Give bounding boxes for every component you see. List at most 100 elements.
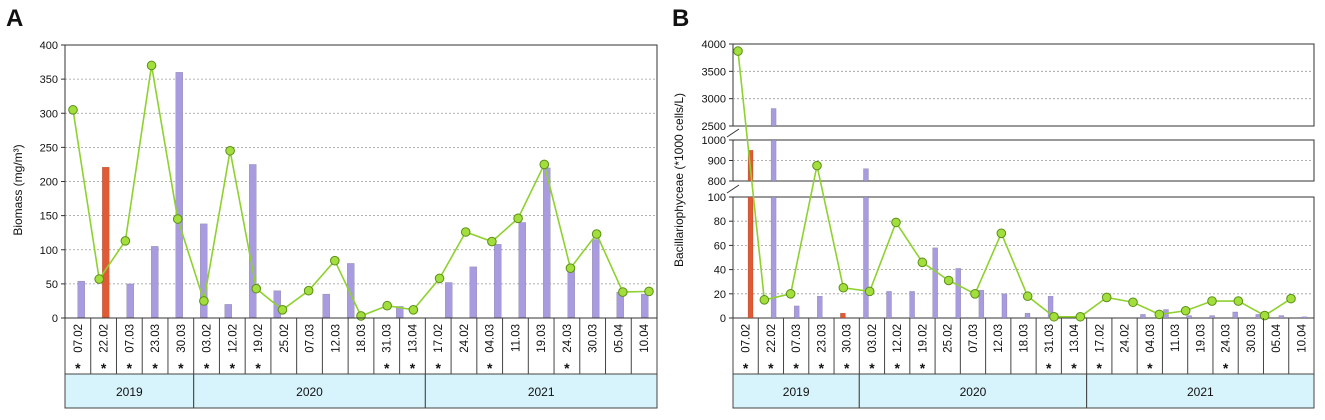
- panel-a-bar: [641, 293, 649, 319]
- panel-a-date-label: 12.02: [227, 324, 239, 353]
- panel-b-y-tick-label: 4000: [702, 39, 726, 51]
- panel-b-line-series: [733, 46, 1296, 322]
- panel-b-date-label: 22.02: [766, 324, 778, 353]
- panel-b-point: [785, 289, 796, 299]
- panel-a-date-label: 18.03: [356, 324, 368, 353]
- panel-b-point: [943, 275, 954, 286]
- panel-a-y-ticks: 0 50 100 150 200 250 300 350 400: [40, 40, 65, 325]
- panel-a-point: [487, 236, 497, 247]
- panel-a-point: [644, 286, 654, 297]
- panel-a-point: [356, 311, 366, 321]
- panel-b-date-label: 24.03: [1221, 324, 1233, 353]
- panel-b-year-label: 2020: [960, 385, 987, 399]
- panel-a-x-axis: 07.02 * 22.02 * 07.03 * 23.03 * 30.03 * 03.02 * 12.0…: [64, 318, 658, 409]
- panel-b-y-tick-label: 2500: [702, 121, 726, 133]
- panel-b-bar: [770, 108, 777, 127]
- panel-a-date-label: 11.03: [510, 324, 522, 352]
- panel-a-significance-star: *: [487, 360, 493, 376]
- panel-b-significance-star: *: [1097, 360, 1103, 376]
- panel-a-bar: [494, 244, 502, 319]
- panel-a-date-label: 10.04: [639, 323, 651, 352]
- panel-a-date-label: 31.03: [382, 324, 394, 353]
- panel-b-significance-star: *: [793, 360, 799, 376]
- panel-a-y-tick-label: 0: [52, 313, 58, 325]
- panel-a-date-label: 30.03: [176, 324, 188, 353]
- panel-a-significance-star: *: [255, 360, 261, 376]
- panel-b-date-label: 12.03: [993, 324, 1005, 353]
- panel-a-date-label: 07.02: [73, 324, 85, 353]
- panel-a-gridlines: [65, 78, 657, 285]
- panel-a-bar: [322, 293, 330, 319]
- panel-b-year-band-2019: [732, 373, 860, 409]
- panel-a-significance-star: *: [435, 360, 441, 376]
- panel-b-y-tick-label: 80: [714, 216, 726, 228]
- panel-b-x-axis: 07.02 * 22.02 * 07.03 * 23.03 * 30.03 * 03.02 * 12.0…: [732, 318, 1315, 409]
- panel-b-date-label: 11.03: [1170, 324, 1182, 352]
- panel-b-significance-star: *: [1071, 360, 1077, 376]
- panel-a-date-label: 30.03: [588, 324, 600, 353]
- panel-a-y-tick-label: 300: [40, 108, 58, 120]
- panel-b-date-label: 07.03: [968, 324, 980, 353]
- panel-b-bar: [978, 289, 985, 319]
- panel-a-y-tick-label: 50: [46, 279, 58, 291]
- panel-a-date-label: 07.03: [305, 324, 317, 353]
- panel-b-bar: [770, 139, 777, 182]
- panel-b-y-tick-label: 100: [708, 192, 726, 204]
- panel-b-point: [1180, 305, 1191, 316]
- panel-a-series-line: [72, 65, 650, 317]
- panel-b-year-label: 2021: [1187, 385, 1214, 399]
- panel-a-date-label: 23.03: [150, 324, 162, 353]
- panel-b-y-tick-label: 1000: [702, 135, 726, 147]
- panel-a-bar: [126, 283, 134, 319]
- panel-a-significance-star: *: [152, 360, 158, 376]
- panel-a-date-label: 05.04: [613, 323, 625, 352]
- panel-b-bar: [817, 295, 823, 319]
- panel-b-significance-star: *: [920, 360, 926, 376]
- panel-a-line-series: [68, 60, 654, 321]
- panel-b-bar: [1186, 315, 1192, 319]
- panel-a-date-label: 19.02: [253, 324, 265, 353]
- panel-b-date-label: 25.02: [943, 324, 955, 353]
- panel-a-point: [618, 287, 628, 297]
- panel-a-y-tick-label: 250: [40, 142, 58, 154]
- panel-b-y-tick-label: 40: [714, 265, 726, 277]
- panel-b-bar: [1301, 316, 1308, 319]
- panel-b-point: [970, 289, 980, 299]
- panel-b-date-label: 10.04: [1296, 323, 1308, 352]
- panel-b-point: [996, 228, 1007, 239]
- panel-a-significance-star: *: [384, 360, 390, 376]
- panel-b-bar: [1232, 311, 1238, 319]
- panel-b-point: [1075, 311, 1086, 322]
- panel-b-gridlines: [732, 43, 1315, 319]
- panel-b-date-label: 30.03: [842, 324, 854, 353]
- panel-b-date-label: 19.03: [1195, 324, 1207, 353]
- panel-b-significance-star: *: [869, 360, 875, 376]
- panel-a-date-label: 07.03: [124, 324, 136, 353]
- panel-b-date-label: 19.02: [917, 324, 929, 353]
- panel-b-date-label: 31.03: [1044, 324, 1056, 353]
- panel-a-point: [120, 236, 131, 246]
- panel-a-y-axis-title: Biomass (mg/m³): [11, 144, 25, 235]
- panel-b-point: [917, 257, 928, 268]
- panel-a-y-tick-label: 350: [40, 74, 58, 86]
- panel-b-segment-frame: [732, 43, 1315, 127]
- panel-b-point: [812, 160, 822, 171]
- panel-b-y-axis-title: Bacillariophyceae (*1000 cells/L): [672, 93, 686, 267]
- panel-b-y-tick-label: 900: [708, 156, 726, 168]
- panel-a-date-label: 25.02: [279, 324, 291, 353]
- panel-a-y-tick-label: 100: [40, 245, 58, 257]
- panel-b-significance-star: *: [894, 360, 900, 376]
- panel-b-bar: [747, 196, 754, 319]
- panel-a-year-band-2021: [424, 373, 658, 409]
- panel-b-bar: [1209, 315, 1215, 319]
- panel-b-y-tick-label: 3000: [702, 94, 726, 106]
- panel-b-label: B: [672, 5, 689, 32]
- panel-b-bar: [863, 168, 869, 182]
- panel-a-date-label: 12.03: [330, 324, 342, 353]
- panel-a-point: [434, 273, 445, 284]
- panel-a-date-label: 24.02: [459, 324, 471, 353]
- panel-b-point: [1022, 291, 1033, 302]
- panel-a-bar: [102, 166, 110, 319]
- panel-b-point: [1049, 311, 1059, 322]
- panel-b-point: [759, 295, 770, 305]
